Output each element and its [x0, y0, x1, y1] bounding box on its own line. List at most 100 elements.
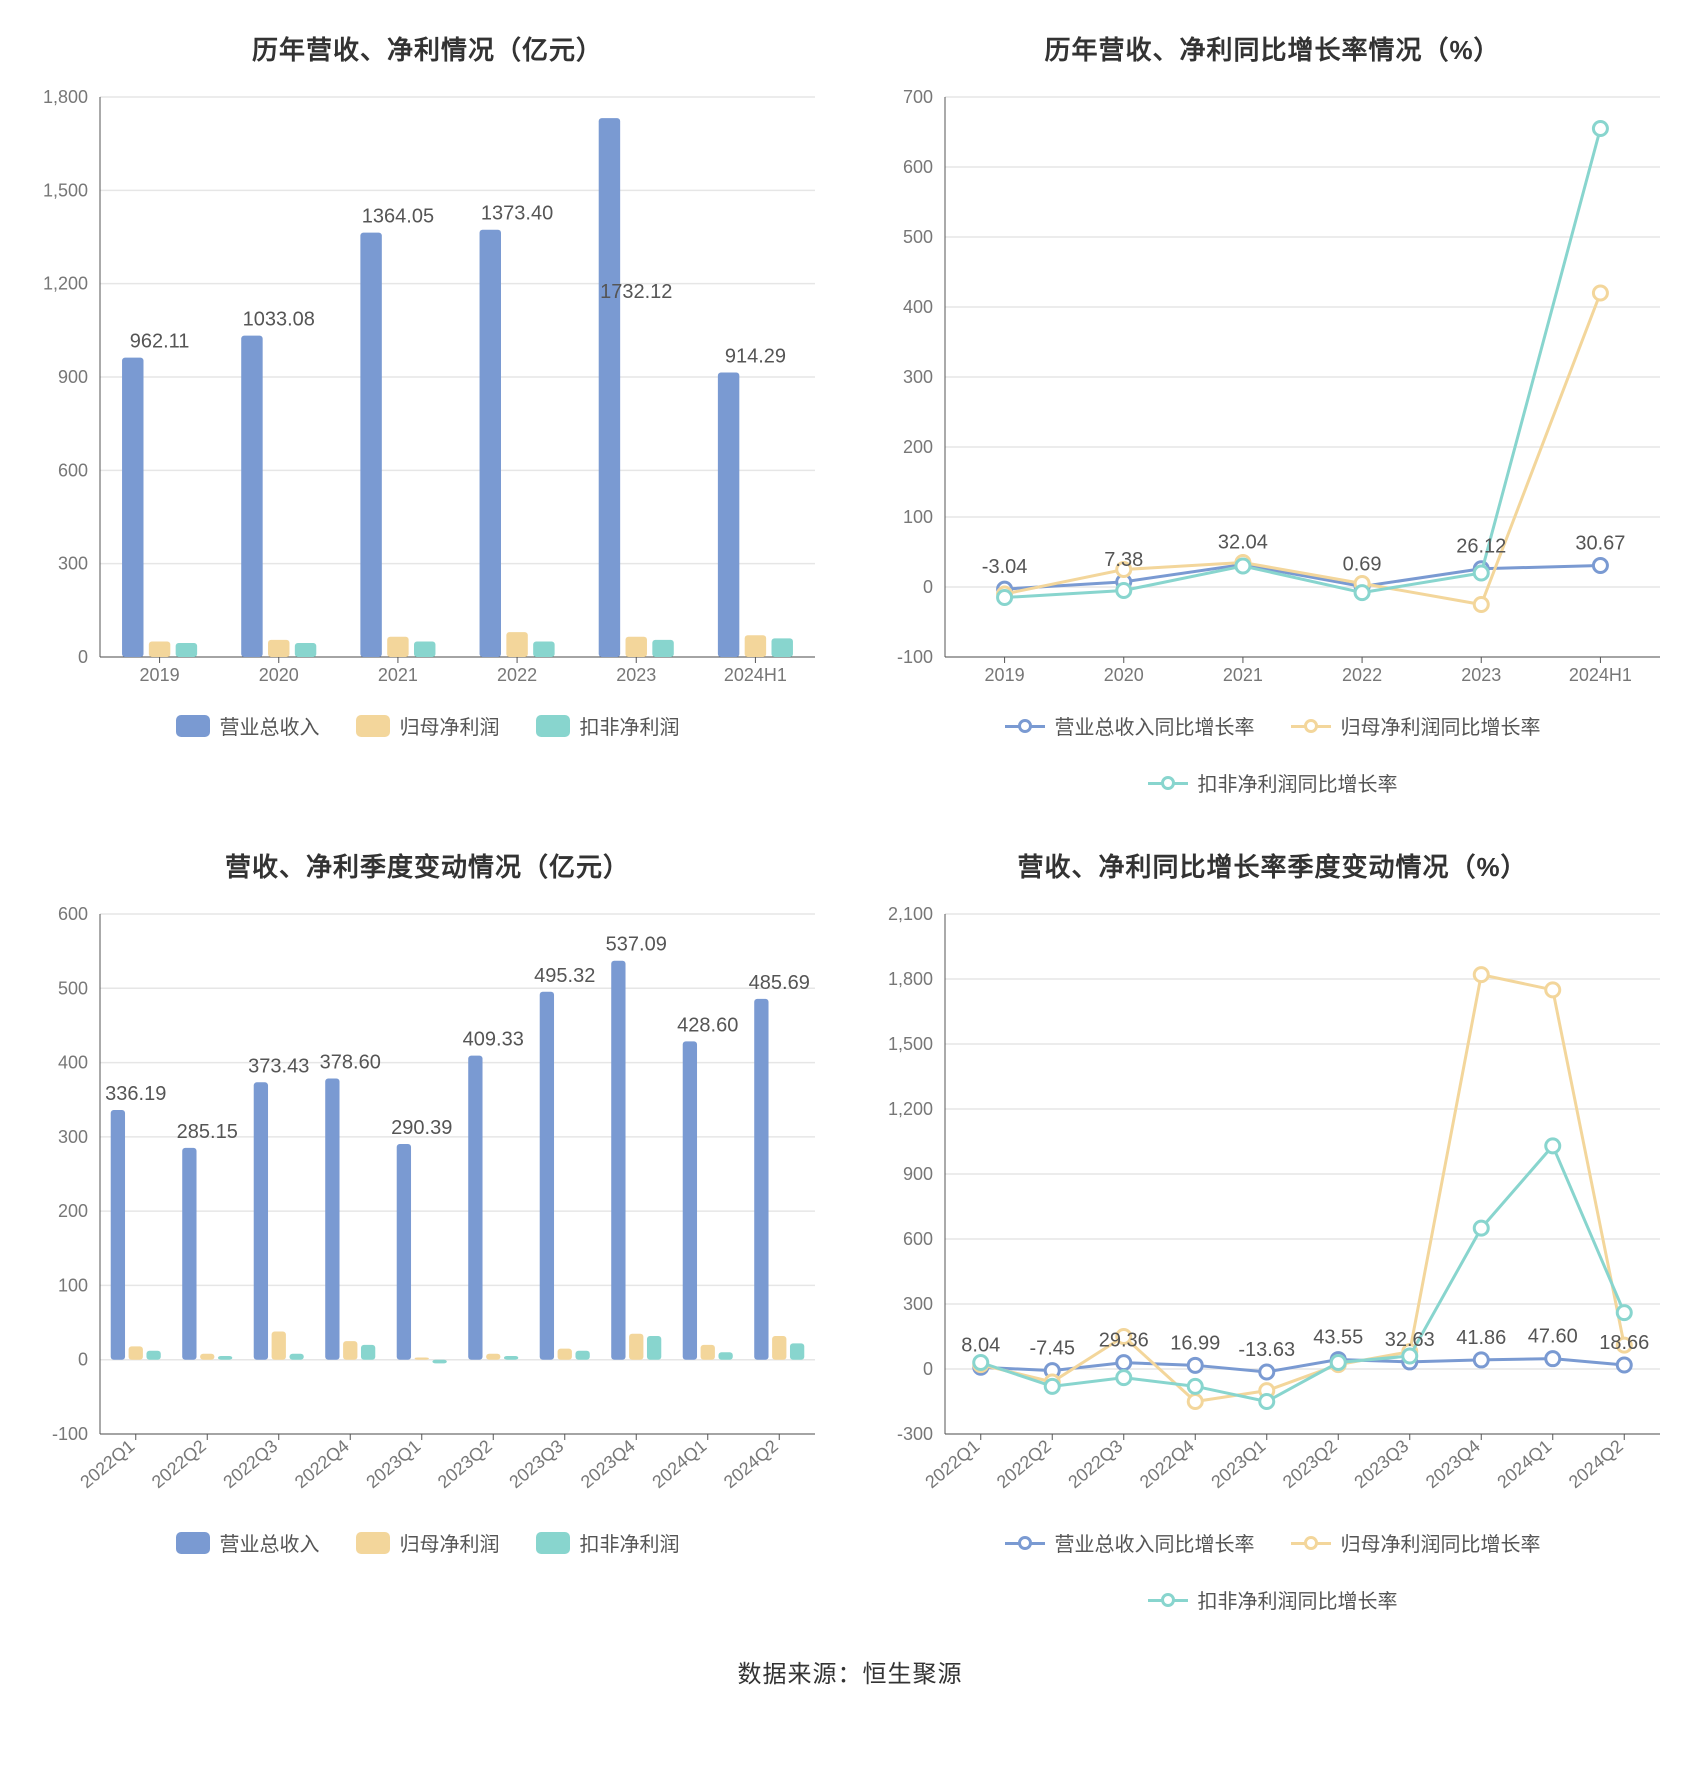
svg-text:900: 900 — [58, 367, 88, 387]
chart-canvas-br: -30003006009001,2001,5001,8002,1002022Q1… — [865, 904, 1680, 1524]
svg-text:914.29: 914.29 — [725, 346, 786, 368]
svg-text:285.15: 285.15 — [177, 1121, 238, 1143]
legend-label: 扣非净利润同比增长率 — [1198, 768, 1398, 797]
bar — [129, 1346, 143, 1359]
svg-text:100: 100 — [903, 507, 933, 527]
legend-item[interactable]: 扣非净利润同比增长率 — [1148, 768, 1398, 797]
legend-item[interactable]: 扣非净利润同比增长率 — [1148, 1585, 1398, 1614]
svg-text:-300: -300 — [897, 1424, 933, 1444]
series-point — [1117, 584, 1131, 598]
legend-item[interactable]: 营业总收入 — [176, 711, 320, 740]
svg-text:32.63: 32.63 — [1385, 1329, 1435, 1351]
svg-text:2022Q2: 2022Q2 — [148, 1436, 210, 1492]
svg-text:2021: 2021 — [378, 665, 418, 685]
svg-text:2020: 2020 — [259, 665, 299, 685]
legend-label: 扣非净利润 — [580, 711, 680, 740]
legend-swatch — [176, 715, 210, 737]
series-point — [1474, 1221, 1488, 1235]
legend-item[interactable]: 营业总收入同比增长率 — [1005, 1528, 1255, 1557]
legend-label: 营业总收入 — [220, 1528, 320, 1557]
bar — [647, 1336, 661, 1360]
svg-text:-3.04: -3.04 — [982, 556, 1028, 578]
bar — [387, 637, 408, 657]
series-point — [1474, 1353, 1488, 1367]
bar — [149, 641, 170, 657]
series-point — [998, 591, 1012, 605]
bar — [397, 1144, 411, 1360]
svg-text:2022Q3: 2022Q3 — [219, 1436, 281, 1492]
svg-text:600: 600 — [58, 904, 88, 924]
series-point — [1236, 559, 1250, 573]
legend-item[interactable]: 扣非净利润 — [536, 711, 680, 740]
legend-item[interactable]: 归母净利润同比增长率 — [1291, 1528, 1541, 1557]
svg-text:290.39: 290.39 — [391, 1117, 452, 1139]
panel-bottom-right: 营收、净利同比增长率季度变动情况（%） -30003006009001,2001… — [865, 837, 1680, 1614]
legend-label: 营业总收入 — [220, 711, 320, 740]
series-point — [1617, 1306, 1631, 1320]
svg-text:2023: 2023 — [616, 665, 656, 685]
bar — [718, 373, 739, 657]
svg-text:2023Q2: 2023Q2 — [1279, 1436, 1341, 1492]
svg-text:1033.08: 1033.08 — [243, 309, 315, 331]
bar — [468, 1056, 482, 1360]
chart-title: 营收、净利同比增长率季度变动情况（%） — [865, 847, 1680, 884]
bar — [360, 233, 381, 657]
legend-item[interactable]: 归母净利润 — [356, 1528, 500, 1557]
svg-text:485.69: 485.69 — [749, 972, 810, 994]
bar — [146, 1351, 160, 1360]
svg-text:1732.12: 1732.12 — [600, 281, 672, 303]
bar — [218, 1356, 232, 1360]
bar — [111, 1110, 125, 1360]
legend-label: 扣非净利润同比增长率 — [1198, 1585, 1398, 1614]
svg-text:2023Q3: 2023Q3 — [505, 1436, 567, 1492]
legend-br: 营业总收入同比增长率 归母净利润同比增长率扣非净利润同比增长率 — [865, 1528, 1680, 1614]
svg-text:29.36: 29.36 — [1099, 1330, 1149, 1352]
bar — [176, 643, 197, 657]
series-point — [1331, 1356, 1345, 1370]
bar — [122, 358, 143, 657]
series-line — [981, 1146, 1625, 1402]
svg-text:300: 300 — [58, 1127, 88, 1147]
panel-top-right: 历年营收、净利同比增长率情况（%） -100010020030040050060… — [865, 20, 1680, 797]
svg-text:378.60: 378.60 — [320, 1051, 381, 1073]
bar — [701, 1345, 715, 1360]
series-point — [1593, 559, 1607, 573]
svg-text:500: 500 — [903, 227, 933, 247]
series-point — [974, 1356, 988, 1370]
svg-text:600: 600 — [903, 1229, 933, 1249]
legend-item[interactable]: 营业总收入同比增长率 — [1005, 711, 1255, 740]
data-source-footer: 数据来源：恒生聚源 — [20, 1654, 1680, 1689]
svg-text:2024Q1: 2024Q1 — [648, 1436, 710, 1492]
legend-item[interactable]: 扣非净利润 — [536, 1528, 680, 1557]
series-point — [1546, 1139, 1560, 1153]
legend-item[interactable]: 归母净利润 — [356, 711, 500, 740]
svg-text:2024Q2: 2024Q2 — [720, 1436, 782, 1492]
series-point — [1593, 286, 1607, 300]
chart-title: 历年营收、净利同比增长率情况（%） — [865, 30, 1680, 67]
legend-swatch — [176, 1532, 210, 1554]
legend-swatch — [536, 715, 570, 737]
bar — [575, 1351, 589, 1360]
svg-text:41.86: 41.86 — [1456, 1327, 1506, 1349]
legend-item[interactable]: 营业总收入 — [176, 1528, 320, 1557]
series-point — [1188, 1358, 1202, 1372]
svg-text:2023Q4: 2023Q4 — [577, 1436, 639, 1492]
panel-top-left: 历年营收、净利情况（亿元） 03006009001,2001,5001,8002… — [20, 20, 835, 797]
bar — [718, 1352, 732, 1359]
svg-text:300: 300 — [903, 367, 933, 387]
svg-text:537.09: 537.09 — [606, 934, 667, 956]
series-point — [1117, 1371, 1131, 1385]
bar — [754, 999, 768, 1360]
bar — [415, 1357, 429, 1359]
bar — [289, 1354, 303, 1360]
legend-label: 营业总收入同比增长率 — [1055, 711, 1255, 740]
bar — [361, 1345, 375, 1360]
legend-item[interactable]: 归母净利润同比增长率 — [1291, 711, 1541, 740]
series-point — [1403, 1349, 1417, 1363]
legend-label: 归母净利润 — [400, 711, 500, 740]
svg-text:2022Q1: 2022Q1 — [921, 1436, 983, 1492]
svg-text:0: 0 — [923, 1359, 933, 1379]
legend-label: 营业总收入同比增长率 — [1055, 1528, 1255, 1557]
bar — [533, 641, 554, 657]
svg-text:600: 600 — [58, 460, 88, 480]
